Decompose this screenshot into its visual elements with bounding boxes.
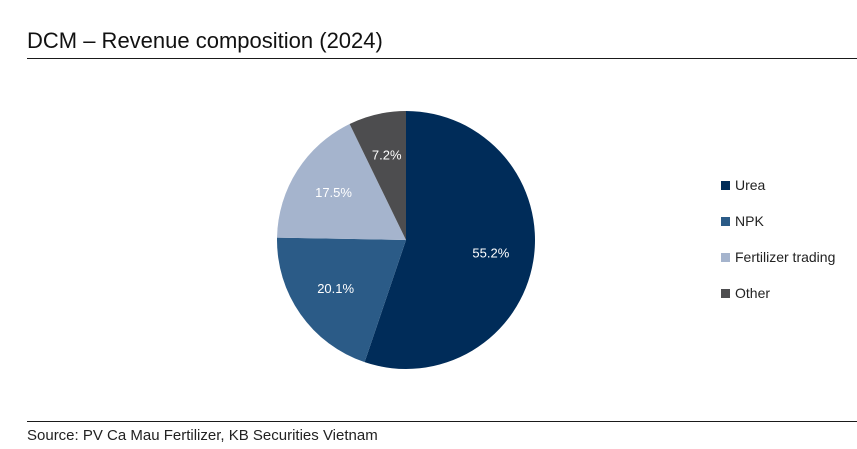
legend-label: Other bbox=[735, 285, 771, 301]
legend-swatch bbox=[721, 288, 730, 298]
pie-label-npk: 20.1% bbox=[317, 281, 354, 296]
legend-item-urea: Urea bbox=[721, 176, 835, 194]
legend-item-other: Other bbox=[721, 284, 835, 302]
legend-label: Fertilizer trading bbox=[735, 249, 836, 265]
legend-label: NPK bbox=[735, 213, 764, 229]
chart-title: DCM – Revenue composition (2024) bbox=[27, 28, 383, 53]
source-note: Source: PV Ca Mau Fertilizer, KB Securit… bbox=[27, 427, 378, 444]
pie-label-other: 7.2% bbox=[372, 148, 402, 163]
legend-item-npk: NPK bbox=[721, 212, 835, 230]
chart-legend: Urea NPK Fertilizer trading Other bbox=[721, 176, 835, 320]
legend-item-fertilizer-trading: Fertilizer trading bbox=[721, 248, 835, 266]
pie-slices bbox=[277, 111, 535, 369]
legend-swatch bbox=[721, 216, 730, 226]
pie-label-fertilizer-trading: 17.5% bbox=[315, 185, 352, 200]
pie-value-labels: 55.2% 20.1% 17.5% 7.2% bbox=[315, 148, 510, 296]
legend-swatch bbox=[721, 180, 730, 190]
source-divider bbox=[27, 421, 857, 422]
pie-slice-fertilizer-trading bbox=[277, 123, 406, 240]
legend-label: Urea bbox=[735, 177, 766, 193]
pie-slice-npk bbox=[277, 237, 406, 363]
pie-label-urea: 55.2% bbox=[472, 245, 509, 260]
title-divider bbox=[27, 58, 857, 59]
pie-slice-urea bbox=[364, 111, 535, 369]
legend-swatch bbox=[721, 252, 730, 262]
pie-slice-other bbox=[349, 111, 406, 240]
